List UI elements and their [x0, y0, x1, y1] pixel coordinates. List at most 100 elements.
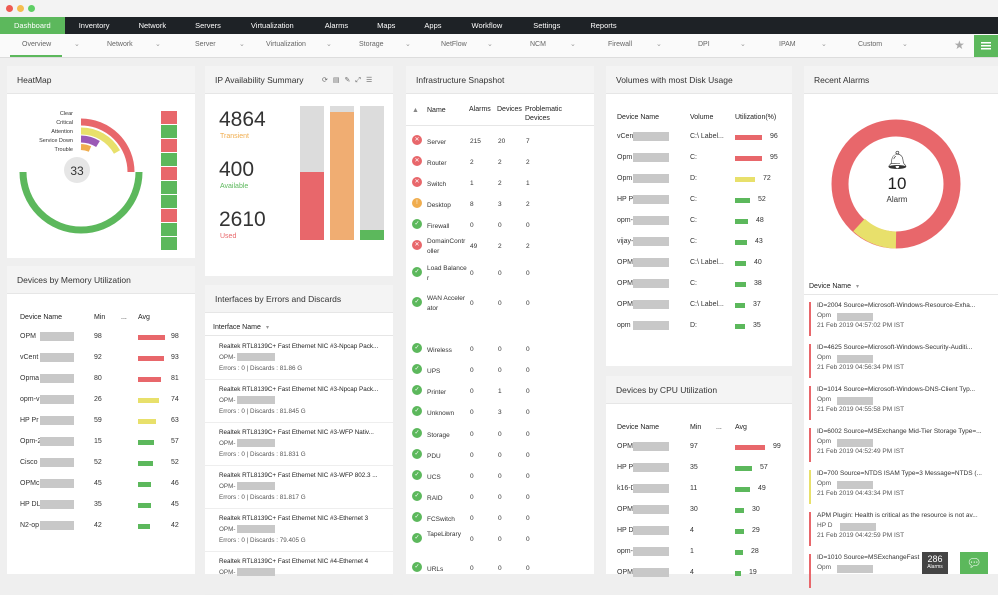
category-name[interactable]: UCS	[427, 474, 441, 481]
device-name[interactable]: k16-D	[617, 485, 636, 492]
alarms-count: 0	[470, 494, 474, 501]
interface-row[interactable]	[205, 383, 393, 423]
device-name[interactable]: OPM	[617, 280, 633, 287]
device-name[interactable]: OPM	[617, 569, 633, 576]
interface-row[interactable]	[205, 469, 393, 509]
volume-name: C:\ Label...	[690, 301, 724, 308]
subtab-custom[interactable]: Custom ⌄	[858, 41, 908, 48]
category-name[interactable]: Desktop	[427, 202, 451, 209]
star-icon[interactable]: ★	[954, 38, 965, 52]
subtab-storage[interactable]: Storage ⌄	[359, 41, 411, 48]
utilization-bar	[735, 303, 745, 308]
sort-icon[interactable]: ▲	[412, 107, 419, 114]
category-name[interactable]: Wireless	[427, 347, 452, 354]
interface-row[interactable]	[205, 426, 393, 466]
device-name[interactable]: Cisco	[20, 459, 38, 466]
category-name[interactable]: Printer	[427, 389, 447, 396]
legend-attention: Attention	[51, 129, 73, 135]
device-name[interactable]: opm-v	[20, 396, 40, 403]
category-name[interactable]: RAID	[427, 495, 443, 502]
subtab-virtualization[interactable]: Virtualization ⌄	[266, 41, 332, 48]
nav-maps[interactable]: Maps	[377, 21, 396, 30]
volume-name: D:	[690, 175, 697, 182]
device-name[interactable]: OPM	[20, 333, 36, 340]
minimize-window-button[interactable]	[17, 5, 24, 12]
subtab-network[interactable]: Network ⌄	[107, 41, 161, 48]
alarm-row[interactable]: ID=2004 Source=Microsoft-Windows-Resourc…	[809, 302, 991, 336]
interface-row[interactable]	[205, 340, 393, 380]
category-name[interactable]: WAN Accelerator	[427, 295, 466, 312]
device-name[interactable]: OPM	[617, 443, 633, 450]
category-name[interactable]: Storage	[427, 432, 450, 439]
device-name[interactable]: HP Pi	[617, 196, 635, 203]
alarm-row[interactable]: ID=1010 Source=MSExchangeFast Opm	[809, 554, 991, 588]
column-header: Device Name	[617, 114, 660, 121]
sort-icon[interactable]: ▾	[856, 284, 860, 290]
device-name[interactable]: HP Pr	[617, 464, 636, 471]
alarm-row[interactable]: ID=700 Source=NTDS ISAM Type=3 Message=N…	[809, 470, 991, 504]
category-name[interactable]: DomainController	[427, 238, 466, 255]
category-name[interactable]: UPS	[427, 368, 441, 375]
subtab-netflow[interactable]: NetFlow ⌄	[441, 41, 493, 48]
subtab-dpi[interactable]: DPI ⌄	[698, 41, 746, 48]
widget-toolbar-icons[interactable]: ⟳▤✎⤢☰	[322, 77, 378, 84]
device-name[interactable]: vCen	[617, 133, 634, 140]
device-name[interactable]: Opm	[617, 175, 633, 182]
device-name[interactable]: HP D	[617, 527, 634, 534]
device-name[interactable]: vijay-	[617, 238, 634, 245]
device-name[interactable]: OPMc	[20, 480, 40, 487]
device-name[interactable]: Opm	[617, 154, 633, 161]
device-name[interactable]: vCent	[20, 354, 39, 361]
category-name[interactable]: FCSwitch	[427, 516, 455, 523]
category-name[interactable]: PDU	[427, 453, 441, 460]
cpu-utilization-widget: Devices by CPU Utilization Device Name M…	[606, 376, 792, 577]
category-name[interactable]: TapeLibrary	[427, 531, 461, 538]
alarm-row[interactable]: APM Plugin: Health is critical as the re…	[809, 512, 991, 546]
device-name[interactable]: HP DL	[20, 501, 41, 508]
device-name[interactable]: N2-op	[20, 522, 40, 529]
device-name[interactable]: opm-	[617, 548, 633, 555]
chat-icon[interactable]: 💬︎	[960, 552, 988, 574]
nav-dashboard[interactable]: Dashboard	[0, 17, 65, 34]
nav-inventory[interactable]: Inventory	[78, 21, 110, 30]
subtab-ipam[interactable]: IPAM ⌄	[779, 41, 827, 48]
nav-reports[interactable]: Reports	[590, 21, 617, 30]
category-name[interactable]: Load Balancer	[427, 265, 467, 282]
device-name[interactable]: Opm-2	[20, 438, 42, 445]
category-name[interactable]: Server	[427, 139, 447, 146]
maximize-window-button[interactable]	[28, 5, 35, 12]
device-name[interactable]: OPM-	[617, 506, 636, 513]
alarm-row[interactable]: ID=4625 Source=Microsoft-Windows-Securit…	[809, 344, 991, 378]
nav-alarms[interactable]: Alarms	[324, 21, 349, 30]
volume-name: C:	[690, 217, 697, 224]
alarm-row[interactable]: ID=6002 Source=MSExchange Mid-Tier Stora…	[809, 428, 991, 462]
alarm-row[interactable]: ID=1014 Source=Microsoft-Windows-DNS-Cli…	[809, 386, 991, 420]
interface-errors: Errors : 0 | Discards : 81.831 G	[219, 451, 306, 458]
alarms-badge[interactable]: 286 Alarms	[922, 552, 948, 574]
device-name[interactable]: HP Pr	[20, 417, 39, 424]
subtab-server[interactable]: Server ⌄	[195, 41, 245, 48]
device-name[interactable]: opm-	[617, 217, 633, 224]
category-name[interactable]: Switch	[427, 181, 447, 188]
device-name[interactable]: OPM	[617, 301, 633, 308]
nav-network[interactable]: Network	[138, 21, 167, 30]
nav-workflow[interactable]: Workflow	[471, 21, 503, 30]
nav-virtualization[interactable]: Virtualization	[250, 21, 294, 30]
sort-icon[interactable]: ▾	[266, 325, 270, 331]
category-name[interactable]: Unknown	[427, 410, 455, 417]
device-name[interactable]: opm	[617, 322, 631, 329]
device-name[interactable]: Opma	[20, 375, 40, 382]
close-window-button[interactable]	[6, 5, 13, 12]
widget-menu-button[interactable]	[974, 35, 998, 57]
nav-servers[interactable]: Servers	[195, 21, 221, 30]
device-name[interactable]: OPM	[617, 259, 633, 266]
nav-settings[interactable]: Settings	[533, 21, 561, 30]
category-name[interactable]: Firewall	[427, 223, 450, 230]
interface-row[interactable]	[205, 512, 393, 552]
subtab-ncm[interactable]: NCM ⌄	[530, 41, 576, 48]
subtab-firewall[interactable]: Firewall ⌄	[608, 41, 662, 48]
category-name[interactable]: URLs	[427, 566, 444, 573]
subtab-overview[interactable]: Overview ⌄	[22, 41, 80, 48]
category-name[interactable]: Router	[427, 160, 447, 167]
nav-apps[interactable]: Apps	[424, 21, 442, 30]
